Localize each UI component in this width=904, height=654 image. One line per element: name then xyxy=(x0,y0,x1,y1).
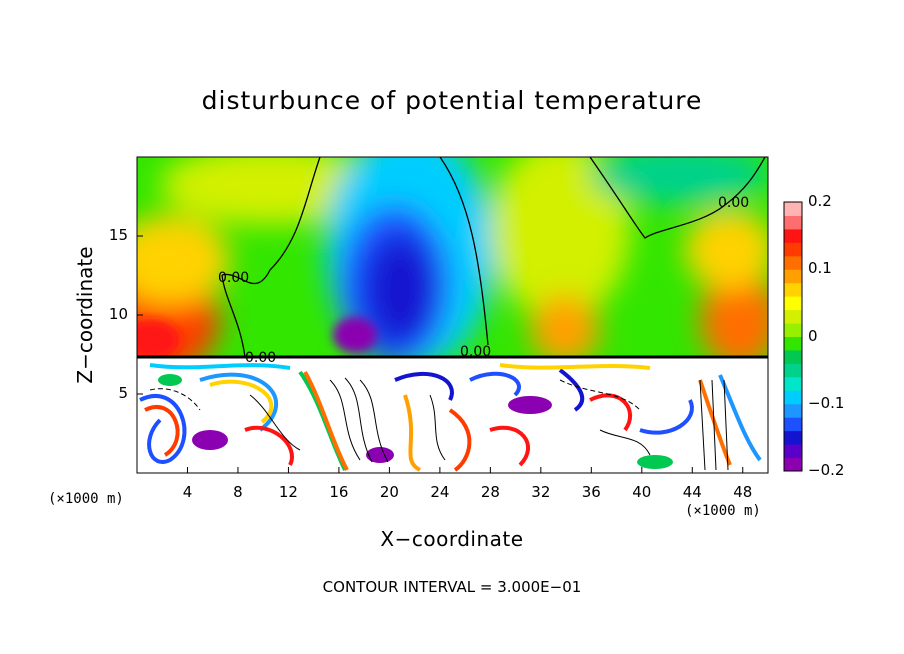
colorbar-tick-label: −0.1 xyxy=(808,393,845,412)
z-tick-label: 15 xyxy=(108,226,128,244)
contour-label: 0.00 xyxy=(460,344,491,360)
colorbar-swatch xyxy=(784,269,802,284)
colorbar-tick-label: 0.2 xyxy=(808,192,832,210)
y-axis-label: Z−coordinate xyxy=(73,246,97,384)
colorbar-swatch xyxy=(784,390,802,405)
colorbar-swatch xyxy=(784,228,802,243)
x-tick-label: 20 xyxy=(379,483,399,501)
upper-field xyxy=(137,157,768,358)
colorbar-swatch xyxy=(784,349,802,364)
z-tick-label: 5 xyxy=(118,384,128,402)
colorbar-swatch xyxy=(784,376,802,391)
colorbar-swatch xyxy=(784,255,802,270)
x-tick-label: 12 xyxy=(278,483,298,501)
colorbar-swatch xyxy=(784,363,802,378)
colorbar-swatch xyxy=(784,430,802,445)
x-unit-right: (×1000 m) xyxy=(685,503,761,519)
colorbar-swatch xyxy=(784,309,802,324)
x-tick-label: 44 xyxy=(682,483,702,501)
colorbar-swatch xyxy=(784,403,802,418)
x-tick-label: 28 xyxy=(480,483,500,501)
colorbar-tick-label: −0.2 xyxy=(808,461,845,479)
x-tick-label: 8 xyxy=(233,483,243,501)
x-axis-label: X−coordinate xyxy=(380,527,524,551)
colorbar-swatch xyxy=(784,242,802,257)
contour-label: 0.00 xyxy=(718,195,749,211)
contour-interval-note: CONTOUR INTERVAL = 3.000E−01 xyxy=(322,578,582,596)
colorbar-swatch xyxy=(784,417,802,432)
contour-label: 0.00 xyxy=(245,350,276,366)
colorbar-tick-label: 0 xyxy=(808,326,818,345)
x-tick-label: 4 xyxy=(182,483,193,501)
lower-field xyxy=(137,358,768,473)
x-tick-label: 32 xyxy=(531,483,551,501)
colorbar-swatch xyxy=(784,296,802,311)
colorbar xyxy=(783,201,803,472)
colorbar-swatch xyxy=(784,215,802,230)
colorbar-swatch xyxy=(784,323,802,337)
chart-title: disturbunce of potential temperature xyxy=(201,86,703,115)
x-unit-left: (×1000 m) xyxy=(48,491,124,507)
x-tick-label: 16 xyxy=(329,483,349,501)
x-tick-label: 48 xyxy=(733,483,753,501)
colorbar-tick-label: 0.1 xyxy=(808,259,832,278)
colorbar-swatch xyxy=(784,444,802,459)
x-tick-label: 40 xyxy=(632,483,652,501)
colorbar-swatch xyxy=(784,336,802,351)
x-tick-label: 24 xyxy=(430,483,450,501)
colorbar-swatch xyxy=(784,282,802,297)
colorbar-swatch xyxy=(784,202,802,216)
z-tick-label: 10 xyxy=(108,305,128,323)
colorbar-frame xyxy=(783,201,803,472)
colorbar-swatch xyxy=(784,457,802,472)
x-tick-label: 36 xyxy=(581,483,601,501)
contour-label: 0.00 xyxy=(218,270,249,286)
